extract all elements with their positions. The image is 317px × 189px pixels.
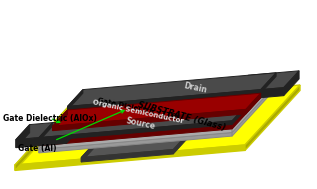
Polygon shape: [261, 73, 276, 93]
Polygon shape: [245, 85, 300, 150]
Polygon shape: [39, 80, 277, 146]
Text: SUBSTRATE (Glass): SUBSTRATE (Glass): [136, 100, 226, 132]
Polygon shape: [284, 71, 299, 96]
Text: Gate (Al): Gate (Al): [18, 110, 124, 153]
Polygon shape: [67, 120, 80, 143]
Polygon shape: [233, 75, 249, 100]
Polygon shape: [68, 90, 83, 110]
Polygon shape: [39, 76, 276, 141]
Polygon shape: [246, 93, 261, 114]
Polygon shape: [81, 84, 234, 157]
Text: Drain: Drain: [182, 81, 207, 94]
Polygon shape: [232, 76, 276, 129]
Polygon shape: [39, 106, 246, 138]
Text: Gate Dielectric (TTC): Gate Dielectric (TTC): [97, 97, 179, 120]
Text: Source: Source: [126, 116, 157, 131]
Polygon shape: [53, 109, 246, 131]
Polygon shape: [39, 100, 84, 153]
Polygon shape: [16, 125, 30, 148]
Polygon shape: [53, 93, 261, 126]
Polygon shape: [68, 90, 261, 110]
Polygon shape: [39, 132, 232, 153]
Polygon shape: [232, 80, 277, 132]
Polygon shape: [39, 129, 232, 149]
Polygon shape: [39, 97, 84, 149]
Polygon shape: [173, 84, 234, 154]
Polygon shape: [16, 135, 67, 148]
Polygon shape: [53, 110, 68, 131]
Polygon shape: [16, 120, 80, 140]
Text: Gate Dielectric (AlOx): Gate Dielectric (AlOx): [3, 114, 97, 122]
Polygon shape: [232, 83, 277, 136]
Polygon shape: [81, 149, 173, 162]
Polygon shape: [39, 93, 83, 146]
Polygon shape: [68, 73, 276, 106]
Polygon shape: [81, 91, 142, 162]
Polygon shape: [39, 123, 53, 141]
Polygon shape: [232, 106, 246, 124]
Polygon shape: [233, 71, 299, 92]
Polygon shape: [233, 88, 284, 100]
Polygon shape: [39, 83, 277, 149]
Polygon shape: [15, 145, 245, 170]
Text: Organic Semiconductor: Organic Semiconductor: [92, 99, 184, 124]
Polygon shape: [39, 121, 232, 141]
Polygon shape: [15, 105, 70, 170]
Polygon shape: [15, 85, 300, 165]
Polygon shape: [39, 124, 232, 146]
